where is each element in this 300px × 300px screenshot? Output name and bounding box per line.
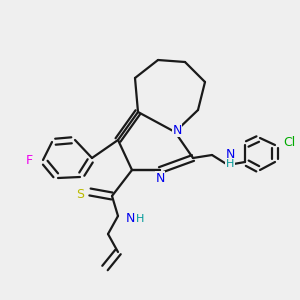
Text: N: N	[125, 212, 135, 226]
Text: N: N	[155, 172, 165, 184]
Text: S: S	[76, 188, 84, 200]
Text: H: H	[136, 214, 144, 224]
Text: N: N	[225, 148, 235, 161]
Text: H: H	[226, 159, 234, 169]
Text: Cl: Cl	[283, 136, 295, 149]
Text: F: F	[26, 154, 33, 166]
Text: N: N	[172, 124, 182, 136]
